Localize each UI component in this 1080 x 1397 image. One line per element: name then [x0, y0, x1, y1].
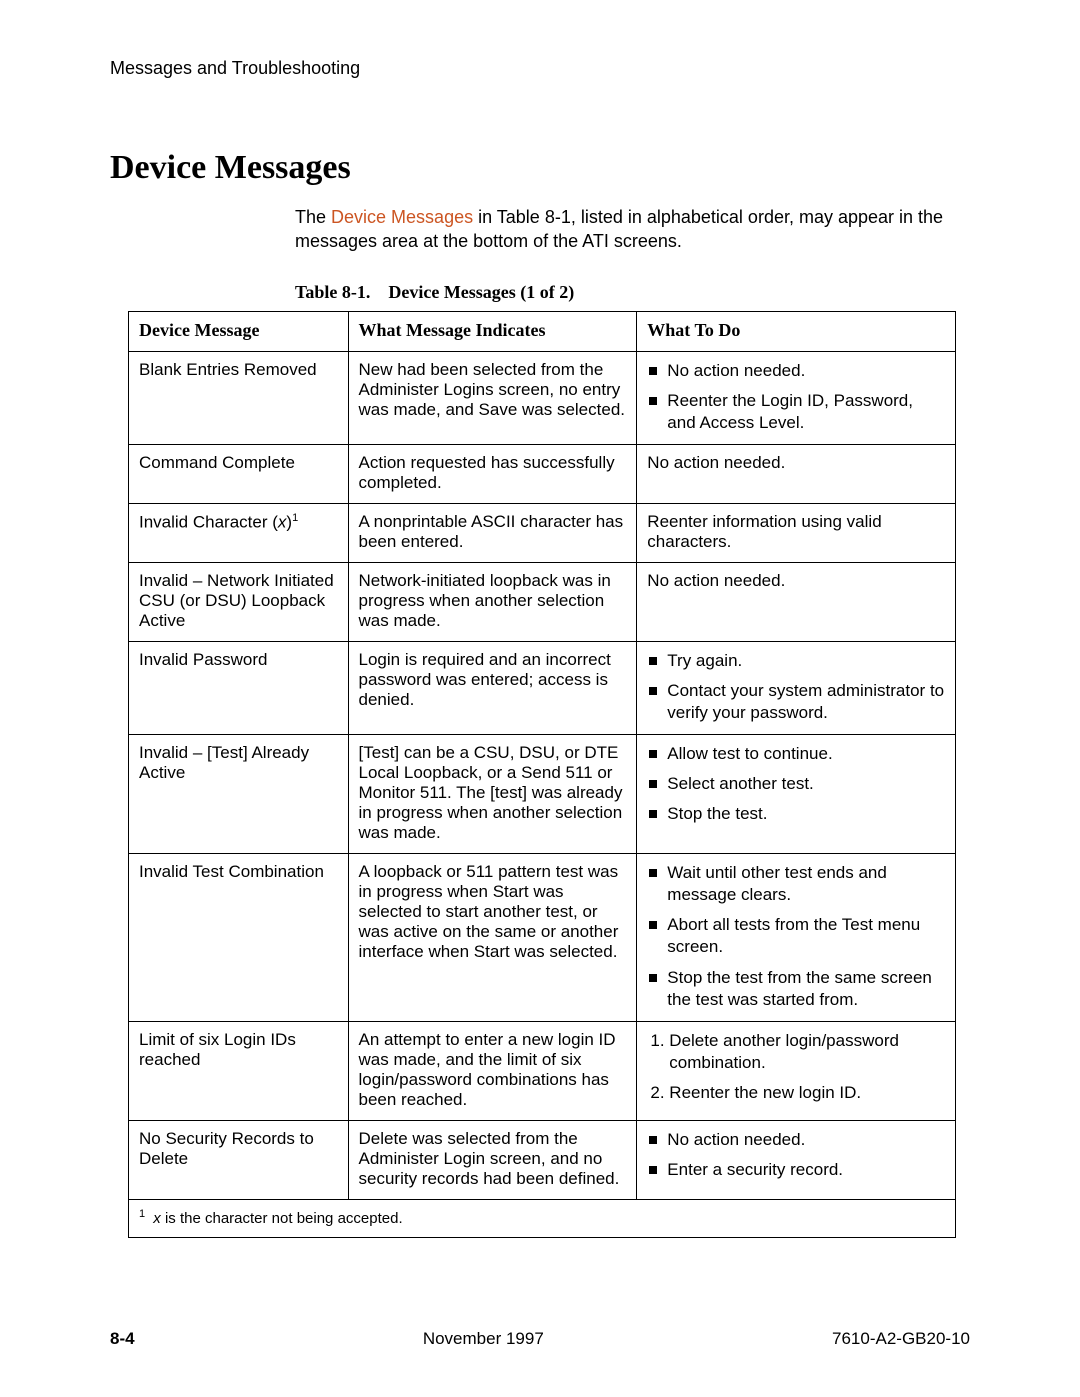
running-header: Messages and Troubleshooting: [110, 58, 970, 79]
msg-sup: 1: [292, 512, 298, 524]
cell-todo: Delete another login/password combinatio…: [637, 1021, 956, 1120]
todo-bullet-item: Stop the test from the same screen the t…: [647, 967, 945, 1011]
table-row: Limit of six Login IDs reachedAn attempt…: [129, 1021, 956, 1120]
table-row: Command CompleteAction requested has suc…: [129, 444, 956, 503]
cell-todo: No action needed.: [637, 444, 956, 503]
todo-bullet-list: Wait until other test ends and message c…: [647, 862, 945, 1011]
footnote-x: x: [153, 1210, 161, 1227]
todo-bullet-list: No action needed. Enter a security record…: [647, 1129, 945, 1181]
cell-indicates: A nonprintable ASCII character has been …: [348, 503, 637, 562]
cell-message: Invalid – [Test] Already Active: [129, 735, 349, 854]
table-row: Invalid – [Test] Already Active[Test] ca…: [129, 735, 956, 854]
table-row: Blank Entries RemovedNew had been select…: [129, 351, 956, 444]
todo-numbered-item: Reenter the new login ID.: [669, 1082, 945, 1104]
todo-bullet-list: Allow test to continue. Select another te…: [647, 743, 945, 825]
msg-pre: Invalid Character (: [139, 513, 278, 532]
cell-message: Invalid Test Combination: [129, 854, 349, 1022]
table-row: Invalid PasswordLogin is required and an…: [129, 641, 956, 734]
table-caption: Table 8-1. Device Messages (1 of 2): [295, 282, 970, 303]
page-footer: 8-4 November 1997 7610-A2-GB20-10: [110, 1329, 970, 1349]
todo-bullet-item: Stop the test.: [647, 803, 945, 825]
cell-message: Limit of six Login IDs reached: [129, 1021, 349, 1120]
cell-todo: Wait until other test ends and message c…: [637, 854, 956, 1022]
todo-numbered-item: Delete another login/password combinatio…: [669, 1030, 945, 1074]
cell-todo: No action needed. Reenter the Login ID, P…: [637, 351, 956, 444]
section-title: Device Messages: [110, 149, 970, 187]
cell-indicates: A loopback or 511 pattern test was in pr…: [348, 854, 637, 1022]
todo-bullet-item: Abort all tests from the Test menu scree…: [647, 914, 945, 958]
cell-todo: Allow test to continue. Select another te…: [637, 735, 956, 854]
todo-bullet-list: Try again. Contact your system administra…: [647, 650, 945, 724]
col-header-message: Device Message: [129, 311, 349, 351]
todo-bullet-item: Select another test.: [647, 773, 945, 795]
footer-date: November 1997: [423, 1329, 544, 1349]
cell-indicates: Network-initiated loopback was in progre…: [348, 562, 637, 641]
todo-bullet-item: Enter a security record.: [647, 1159, 945, 1181]
table-row: No Security Records to DeleteDelete was …: [129, 1120, 956, 1199]
table-row: Invalid Test CombinationA loopback or 51…: [129, 854, 956, 1022]
cell-message: Invalid Password: [129, 641, 349, 734]
footnote-number: 1: [139, 1208, 145, 1220]
cell-message: Invalid – Network Initiated CSU (or DSU)…: [129, 562, 349, 641]
todo-bullet-item: Contact your system administrator to ver…: [647, 680, 945, 724]
intro-link: Device Messages: [331, 207, 473, 227]
cell-indicates: An attempt to enter a new login ID was m…: [348, 1021, 637, 1120]
table-footnote: 1 x is the character not being accepted.: [129, 1199, 956, 1237]
cell-indicates: Delete was selected from the Administer …: [348, 1120, 637, 1199]
todo-bullet-item: Reenter the Login ID, Password, and Acce…: [647, 390, 945, 434]
cell-todo: No action needed. Enter a security record…: [637, 1120, 956, 1199]
intro-paragraph: The Device Messages in Table 8-1, listed…: [295, 205, 970, 254]
todo-bullet-list: No action needed. Reenter the Login ID, P…: [647, 360, 945, 434]
todo-bullet-item: No action needed.: [647, 360, 945, 382]
col-header-todo: What To Do: [637, 311, 956, 351]
page: Messages and Troubleshooting Device Mess…: [0, 0, 1080, 1397]
cell-indicates: New had been selected from the Administe…: [348, 351, 637, 444]
cell-message: No Security Records to Delete: [129, 1120, 349, 1199]
todo-bullet-item: Allow test to continue.: [647, 743, 945, 765]
cell-indicates: [Test] can be a CSU, DSU, or DTE Local L…: [348, 735, 637, 854]
footnote-text: is the character not being accepted.: [161, 1210, 403, 1227]
cell-message: Command Complete: [129, 444, 349, 503]
device-messages-table: Device Message What Message Indicates Wh…: [128, 311, 956, 1238]
todo-numbered-list: Delete another login/password combinatio…: [647, 1030, 945, 1104]
cell-todo: Try again. Contact your system administra…: [637, 641, 956, 734]
table-row: Invalid Character (x)1A nonprintable ASC…: [129, 503, 956, 562]
footer-page-number: 8-4: [110, 1329, 135, 1349]
cell-indicates: Login is required and an incorrect passw…: [348, 641, 637, 734]
table-body: Blank Entries RemovedNew had been select…: [129, 351, 956, 1199]
cell-message: Blank Entries Removed: [129, 351, 349, 444]
table-header-row: Device Message What Message Indicates Wh…: [129, 311, 956, 351]
cell-todo: No action needed.: [637, 562, 956, 641]
todo-bullet-item: No action needed.: [647, 1129, 945, 1151]
cell-message: Invalid Character (x)1: [129, 503, 349, 562]
cell-indicates: Action requested has successfully comple…: [348, 444, 637, 503]
todo-bullet-item: Wait until other test ends and message c…: [647, 862, 945, 906]
table-row: Invalid – Network Initiated CSU (or DSU)…: [129, 562, 956, 641]
table-footnote-row: 1 x is the character not being accepted.: [129, 1199, 956, 1237]
col-header-indicates: What Message Indicates: [348, 311, 637, 351]
footer-docnum: 7610-A2-GB20-10: [832, 1329, 970, 1349]
intro-pre: The: [295, 207, 331, 227]
todo-bullet-item: Try again.: [647, 650, 945, 672]
cell-todo: Reenter information using valid characte…: [637, 503, 956, 562]
